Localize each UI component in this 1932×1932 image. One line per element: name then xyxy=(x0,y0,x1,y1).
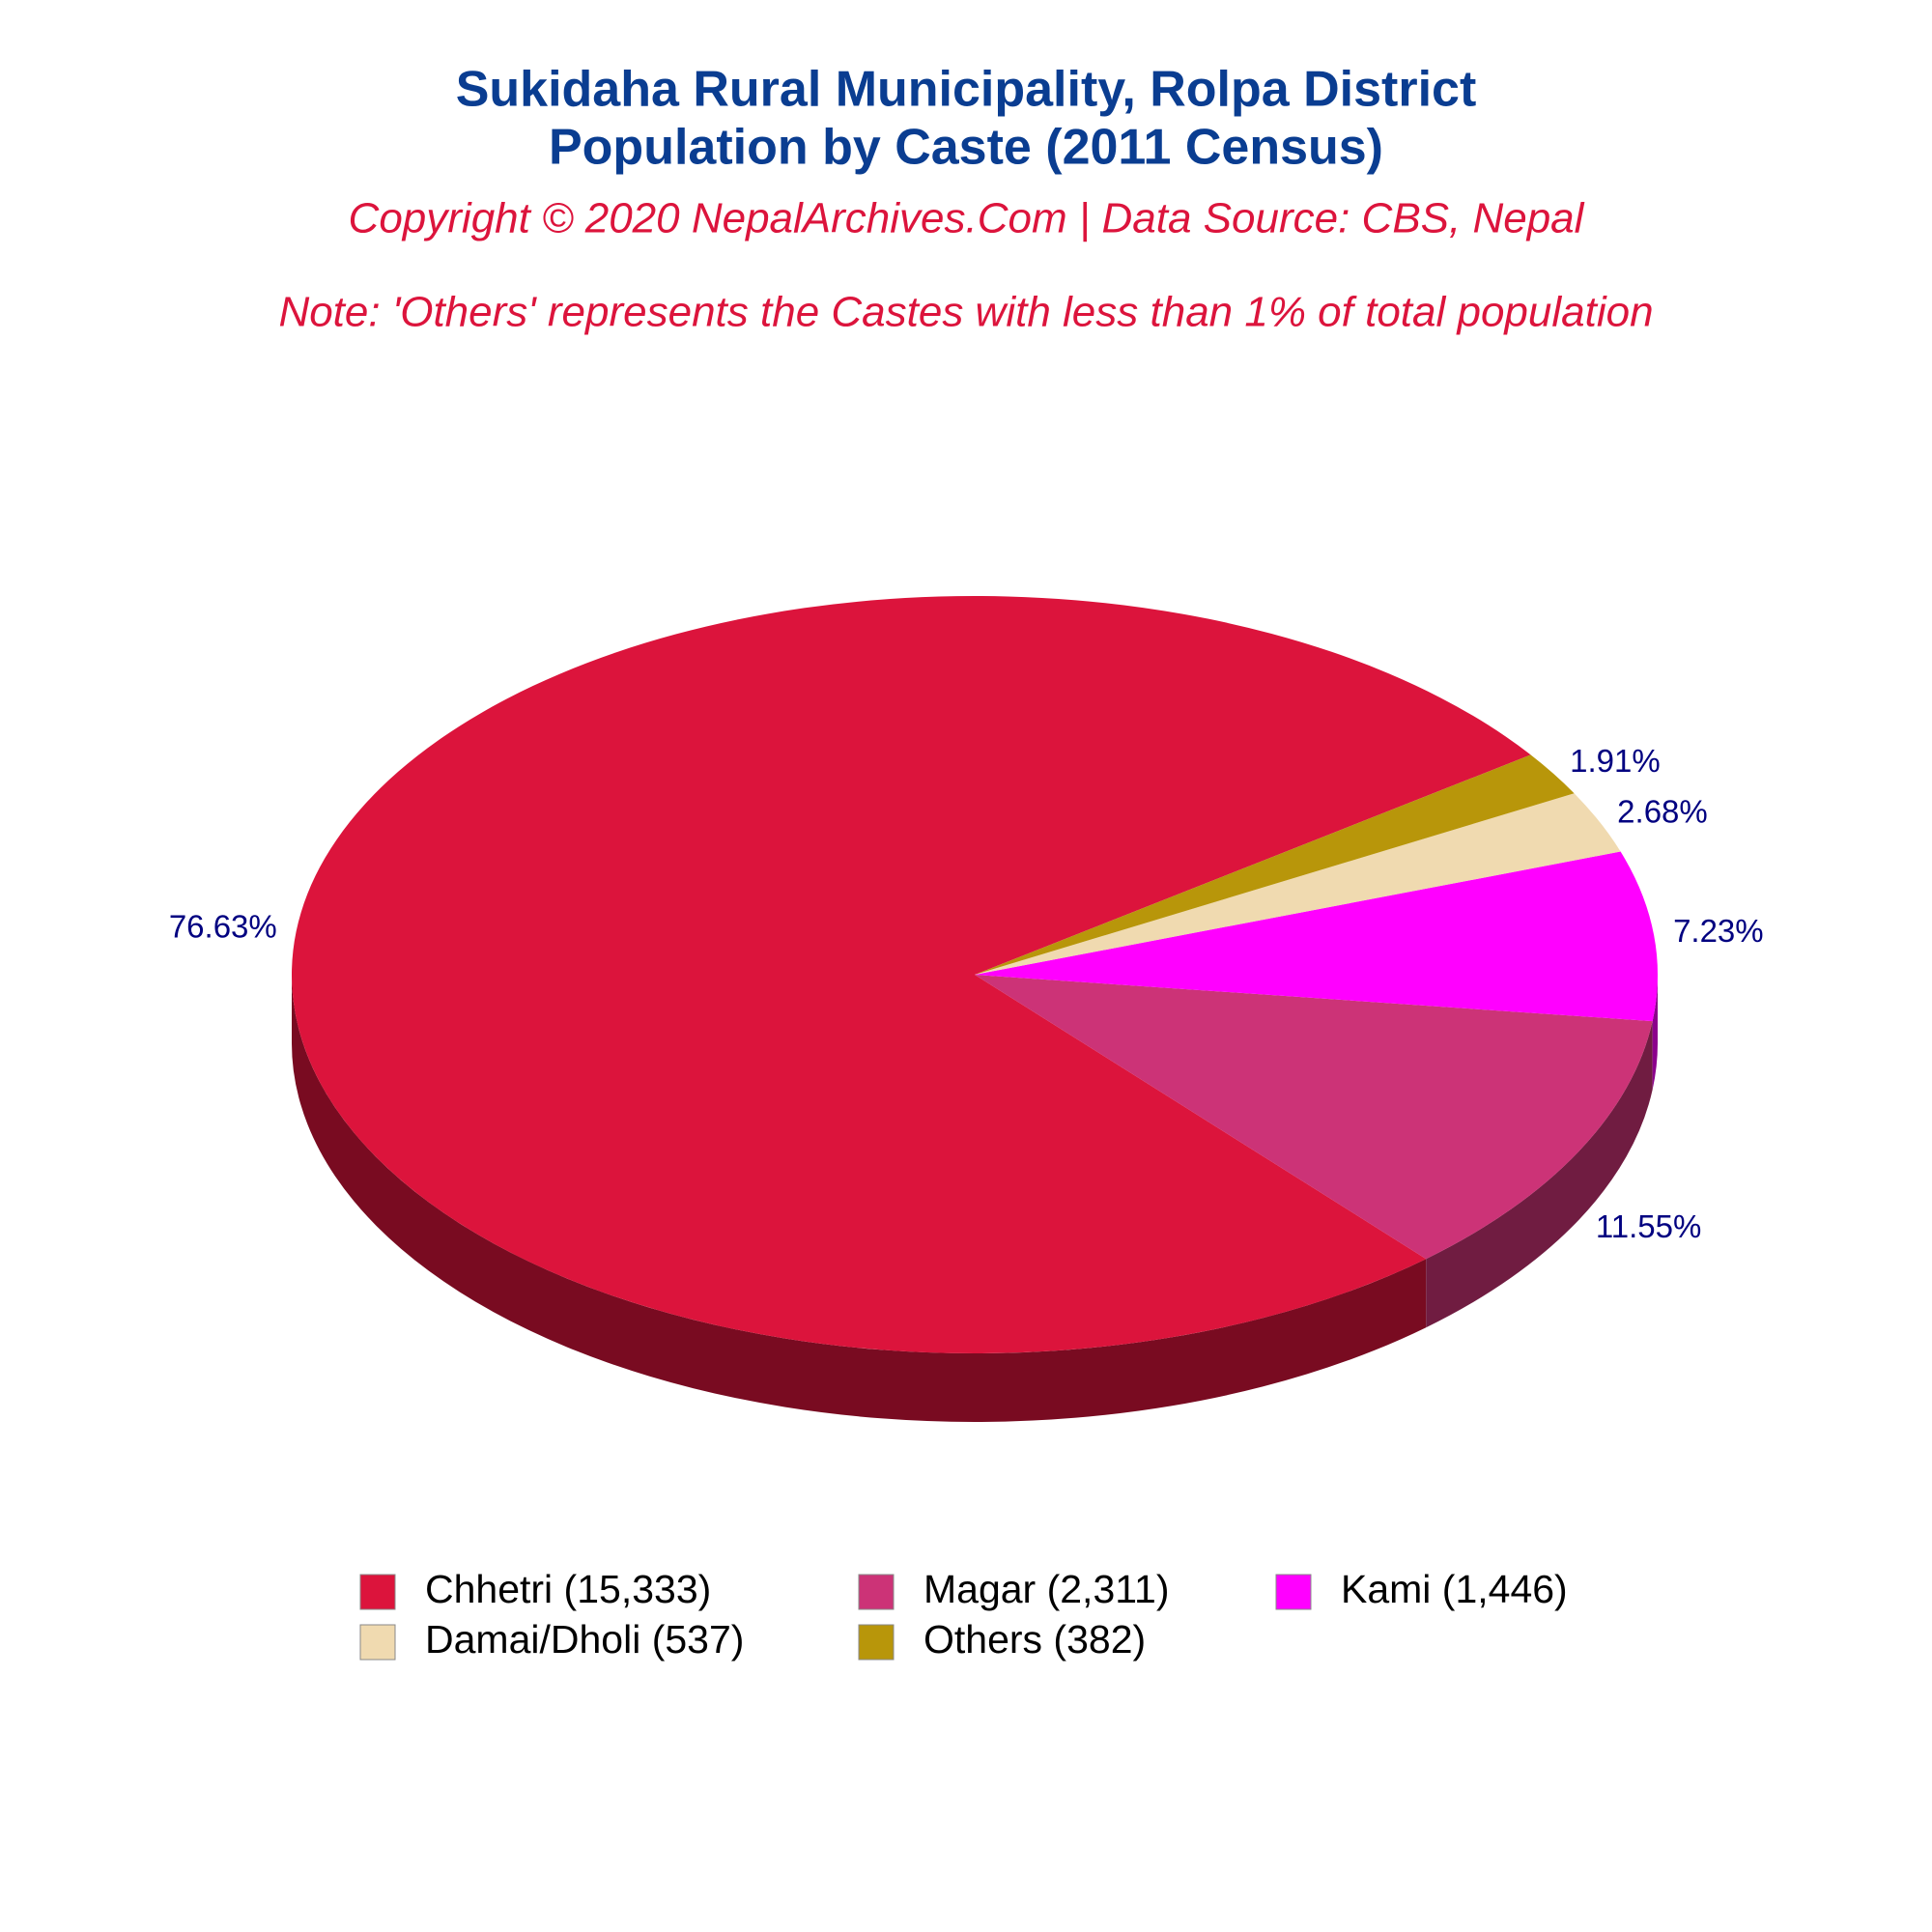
slice-side xyxy=(1426,1021,1653,1328)
pie-sides xyxy=(292,975,1658,1422)
legend-swatch xyxy=(359,1574,396,1610)
slice xyxy=(975,975,1653,1260)
legend-label: Others (382) xyxy=(923,1617,1146,1662)
legend-swatch xyxy=(858,1574,895,1610)
slice xyxy=(975,754,1575,975)
slice xyxy=(292,596,1531,1353)
data-label: 11.55% xyxy=(1596,1208,1701,1244)
chart-title: Sukidaha Rural Municipality, Rolpa Distr… xyxy=(456,62,1477,118)
slice-side xyxy=(292,975,1427,1422)
slice-side xyxy=(1652,975,1658,1091)
legend-label: Kami (1,446) xyxy=(1341,1567,1568,1611)
legend-swatch xyxy=(858,1624,895,1661)
legend-swatch xyxy=(359,1624,396,1661)
chart-note: Note: 'Others' represents the Castes wit… xyxy=(278,289,1653,336)
chart-title: Population by Caste (2011 Census) xyxy=(549,120,1383,176)
data-label: 2.68% xyxy=(1617,793,1708,829)
legend-label: Chhetri (15,333) xyxy=(425,1567,711,1611)
legend-label: Magar (2,311) xyxy=(923,1567,1169,1611)
legend-label: Damai/Dholi (537) xyxy=(425,1617,744,1662)
slice xyxy=(975,851,1658,1022)
data-label: 76.63% xyxy=(169,909,277,945)
slice xyxy=(975,793,1621,975)
chart-subtitle: Copyright © 2020 NepalArchives.Com | Dat… xyxy=(349,195,1585,242)
data-label: 1.91% xyxy=(1570,743,1661,779)
legend-swatch xyxy=(1275,1574,1312,1610)
data-label: 7.23% xyxy=(1673,913,1764,949)
